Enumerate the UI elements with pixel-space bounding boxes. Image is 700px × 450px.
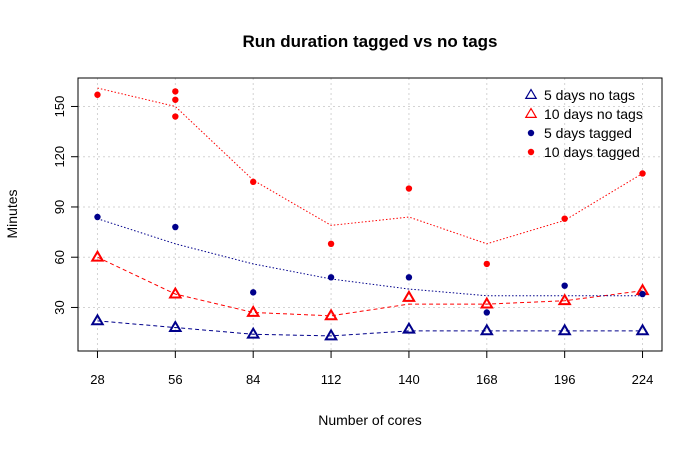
point-s1-1 xyxy=(168,286,183,299)
y-tick-label-0: 30 xyxy=(52,300,67,314)
point-s2-1 xyxy=(172,223,179,231)
legend-label-0: 5 days no tags xyxy=(544,87,635,103)
legend-label-2: 5 days tagged xyxy=(544,125,632,141)
y-tick-label-2: 90 xyxy=(52,200,67,214)
point-s2-4 xyxy=(405,274,413,281)
y-axis-label: Minutes xyxy=(4,189,20,238)
point-s0-5 xyxy=(479,323,494,336)
legend-marker-0 xyxy=(524,88,538,100)
point-s3-8 xyxy=(561,215,568,222)
point-s3-5 xyxy=(327,240,335,248)
x-tick-label-3: 112 xyxy=(321,372,342,387)
point-s3-0 xyxy=(94,91,101,98)
point-s3-2 xyxy=(172,96,179,103)
x-tick-label-6: 196 xyxy=(554,372,576,387)
point-s2-5 xyxy=(483,309,490,316)
chart-title: Run duration tagged vs no tags xyxy=(242,32,497,51)
point-s0-4 xyxy=(401,321,416,334)
point-s1-2 xyxy=(246,305,261,317)
point-s1-5 xyxy=(479,296,494,309)
y-tick-label-3: 120 xyxy=(52,146,67,168)
legend-label-1: 10 days no tags xyxy=(544,106,643,122)
y-tick-label-1: 60 xyxy=(52,250,67,264)
plot-frame xyxy=(77,77,663,352)
point-s0-2 xyxy=(246,326,261,339)
trend-line-1 xyxy=(97,256,643,317)
x-axis: 28 56 84 112 140 168 196 224 xyxy=(90,351,653,387)
point-s1-0 xyxy=(90,249,105,262)
point-s0-1 xyxy=(168,320,183,332)
legend: 5 days no tags 10 days no tags 5 days tagg… xyxy=(524,87,643,160)
point-s2-0 xyxy=(94,213,101,221)
x-tick-label-1: 56 xyxy=(168,372,182,387)
x-tick-label-7: 224 xyxy=(632,372,654,387)
x-tick-label-4: 140 xyxy=(398,372,420,387)
trend-line-2 xyxy=(97,218,643,297)
trend-lines xyxy=(97,87,643,337)
trend-line-0 xyxy=(97,320,643,337)
point-s2-2 xyxy=(250,289,257,296)
point-s3-1 xyxy=(172,88,179,95)
point-s0-0 xyxy=(90,313,105,326)
legend-marker-1 xyxy=(524,107,538,119)
x-tick-label-0: 28 xyxy=(90,372,104,387)
point-s3-9 xyxy=(639,170,646,177)
point-s1-4 xyxy=(401,289,416,302)
x-axis-label: Number of cores xyxy=(318,412,421,428)
grid xyxy=(78,78,662,351)
y-tick-label-4: 150 xyxy=(52,96,67,118)
point-s3-7 xyxy=(483,260,490,268)
point-s3-4 xyxy=(250,178,257,186)
point-s2-3 xyxy=(327,274,335,281)
data-points xyxy=(90,88,650,341)
x-tick-label-2: 84 xyxy=(246,372,260,387)
x-tick-label-5: 168 xyxy=(476,372,498,387)
point-s3-3 xyxy=(172,113,179,120)
legend-marker-2 xyxy=(527,129,535,137)
point-s1-6 xyxy=(557,293,572,306)
trend-line-3 xyxy=(97,87,643,245)
point-s3-6 xyxy=(405,185,413,192)
point-s0-7 xyxy=(635,323,650,336)
point-s2-6 xyxy=(561,282,568,289)
point-s0-3 xyxy=(324,328,339,341)
y-axis: 30 60 90 120 150 xyxy=(52,96,78,315)
point-s2-7 xyxy=(639,290,646,298)
point-s0-6 xyxy=(557,323,572,336)
legend-marker-3 xyxy=(527,148,535,156)
legend-label-3: 10 days tagged xyxy=(544,144,640,160)
point-s1-3 xyxy=(324,308,339,321)
